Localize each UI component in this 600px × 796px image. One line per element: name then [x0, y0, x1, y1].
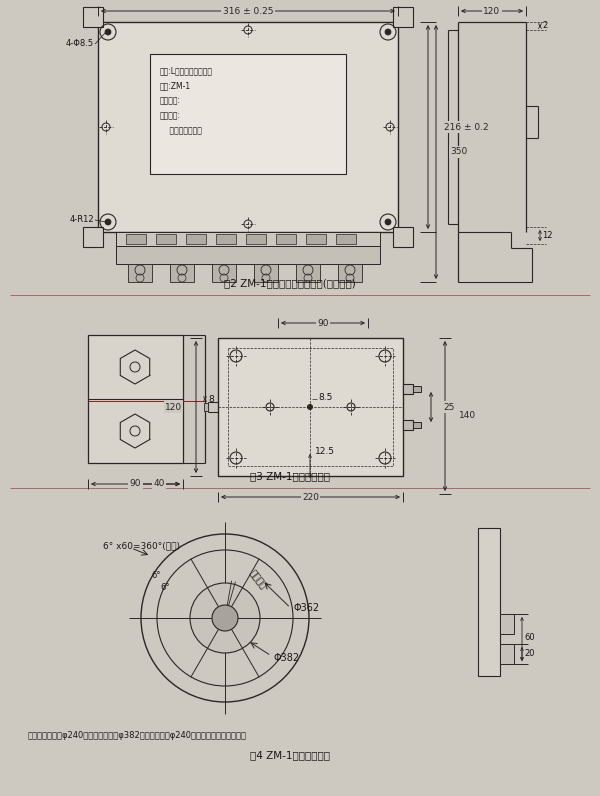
Bar	[276, 234, 296, 244]
Bar	[403, 420, 413, 430]
Bar	[403, 384, 413, 394]
Text: 6°: 6°	[160, 583, 170, 592]
Text: 2: 2	[542, 21, 547, 30]
Bar	[254, 264, 278, 282]
Bar	[212, 264, 236, 282]
Text: 216 ± 0.2: 216 ± 0.2	[444, 123, 488, 131]
Bar	[98, 22, 398, 232]
Text: 316 ± 0.25: 316 ± 0.25	[223, 6, 273, 15]
Text: 25: 25	[443, 403, 454, 412]
Text: 名称:L非接触式测速装置: 名称:L非接触式测速装置	[160, 66, 213, 75]
Text: 8: 8	[208, 395, 214, 404]
Text: Φ382: Φ382	[273, 653, 299, 663]
Bar	[228, 348, 393, 466]
Bar	[170, 264, 194, 282]
Circle shape	[385, 219, 391, 225]
Bar	[216, 234, 236, 244]
Bar	[128, 264, 152, 282]
Text: 120: 120	[484, 6, 500, 15]
Bar	[126, 234, 146, 244]
Text: 4-R12: 4-R12	[70, 216, 94, 224]
Bar	[156, 234, 176, 244]
Bar	[83, 7, 103, 27]
Text: 140: 140	[459, 412, 476, 420]
Bar	[500, 644, 514, 664]
Circle shape	[308, 404, 313, 409]
Text: 90: 90	[130, 479, 141, 489]
Text: 40: 40	[154, 479, 164, 489]
Text: 220: 220	[302, 493, 319, 501]
Bar	[116, 232, 380, 246]
Bar	[218, 338, 403, 476]
Circle shape	[212, 605, 238, 631]
Text: 南通航海仪表厂: 南通航海仪表厂	[160, 126, 202, 135]
Bar	[150, 54, 346, 174]
Text: 注：尾轴直径在φ240及以下，外径为φ382，尾轴直径在φ240以上，外径要适当加大。: 注：尾轴直径在φ240及以下，外径为φ382，尾轴直径在φ240以上，外径要适当…	[28, 731, 247, 739]
Circle shape	[385, 29, 391, 35]
Bar	[88, 335, 183, 463]
Text: 90: 90	[317, 318, 329, 327]
Text: 图4 ZM-1信号盘外形图: 图4 ZM-1信号盘外形图	[250, 750, 330, 760]
Bar	[413, 422, 421, 428]
Text: 350: 350	[450, 147, 467, 157]
Bar	[204, 403, 208, 411]
Bar	[393, 227, 413, 247]
Text: 120: 120	[165, 403, 182, 412]
Circle shape	[105, 29, 111, 35]
Text: 20: 20	[524, 650, 535, 658]
Text: 12: 12	[542, 232, 553, 240]
Bar	[393, 7, 413, 27]
Text: 8.5: 8.5	[318, 392, 332, 401]
Text: 图3 ZM-1传感器外盒图: 图3 ZM-1传感器外盒图	[250, 471, 330, 481]
Bar	[413, 386, 421, 392]
Bar	[478, 528, 500, 676]
Text: 型号:ZM-1: 型号:ZM-1	[160, 81, 191, 90]
Text: 60: 60	[524, 634, 535, 642]
Text: 6° x60=360°(均分): 6° x60=360°(均分)	[103, 541, 180, 551]
Bar	[83, 227, 103, 247]
Bar	[336, 234, 356, 244]
Bar	[338, 264, 362, 282]
Bar	[186, 234, 206, 244]
Text: 6°: 6°	[151, 572, 161, 580]
Bar	[246, 234, 266, 244]
Bar	[296, 264, 320, 282]
Text: 图2 ZM-1型电路接线盒外形图(填料函图): 图2 ZM-1型电路接线盒外形图(填料函图)	[224, 278, 356, 288]
Circle shape	[105, 219, 111, 225]
Circle shape	[190, 583, 260, 653]
Text: 12.5: 12.5	[315, 447, 335, 455]
Bar	[306, 234, 326, 244]
Text: 额定转速:: 额定转速:	[160, 96, 181, 105]
Text: 4-Φ8.5: 4-Φ8.5	[66, 40, 94, 49]
Text: Φ362: Φ362	[293, 603, 320, 613]
Bar	[500, 614, 514, 634]
Text: 尾轴直径: 尾轴直径	[247, 569, 268, 591]
Bar	[116, 246, 380, 264]
Text: 电流电压:: 电流电压:	[160, 111, 181, 120]
